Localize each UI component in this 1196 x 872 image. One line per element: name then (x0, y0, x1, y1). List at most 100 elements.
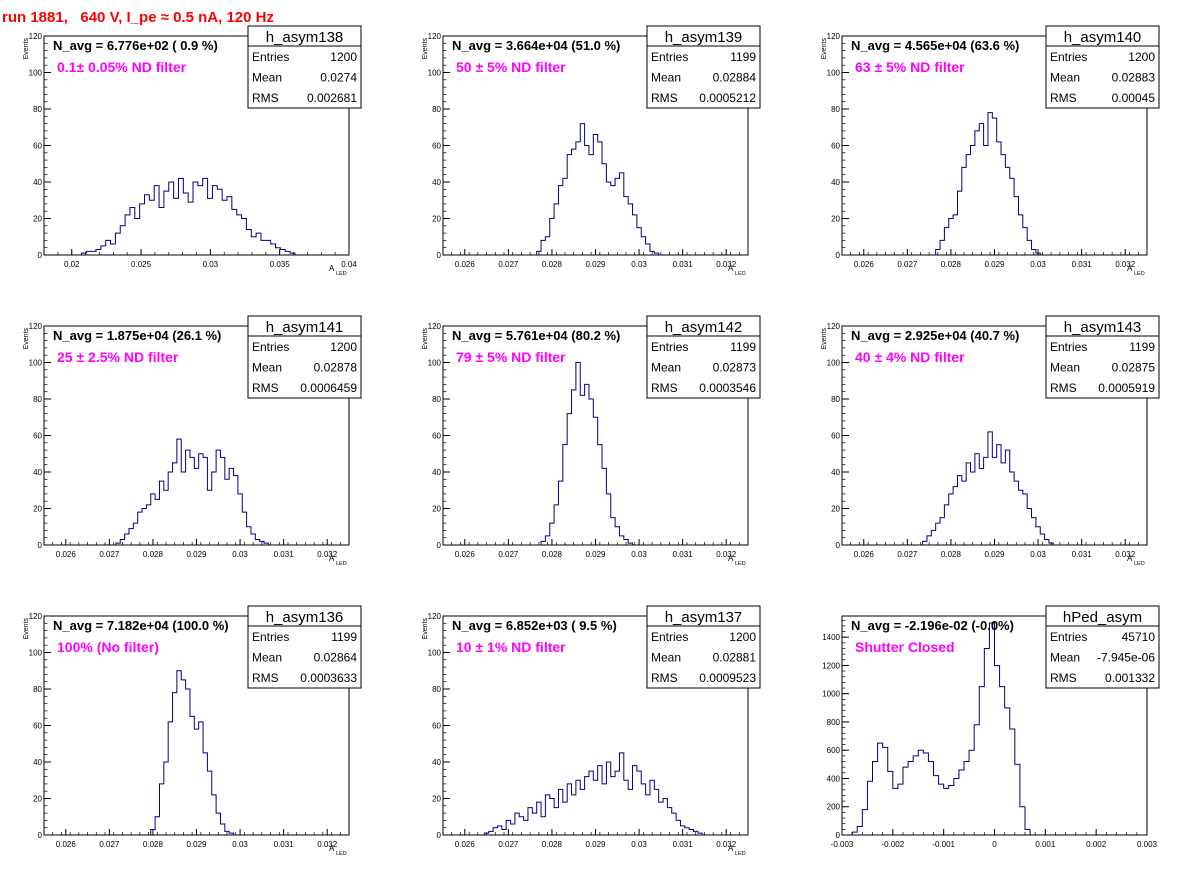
x-tick-label: 0.04 (341, 260, 357, 269)
y-tick-label: 100 (428, 359, 442, 368)
x-tick-label: 0.032 (1115, 550, 1136, 559)
x-tick-label: -0.002 (881, 840, 904, 849)
plot-title: N_avg = 2.925e+04 (40.7 %) (851, 328, 1019, 343)
histogram-line (80, 177, 296, 255)
x-tick-label: 0.027 (99, 840, 120, 849)
stat-value: 0.02881 (713, 651, 757, 665)
x-tick-label: 0.028 (143, 840, 164, 849)
x-tick-label: 0.03 (232, 840, 248, 849)
x-tick-label: 0.03 (232, 550, 248, 559)
plot-title: N_avg = 6.852e+03 ( 9.5 %) (452, 618, 617, 633)
x-tick-label: 0.029 (186, 550, 207, 559)
filter-annotation: 25 ± 2.5% ND filter (57, 349, 179, 365)
filter-annotation: 100% (No filter) (57, 639, 159, 655)
plot-title: N_avg = -2.196e-02 (-0.0%) (851, 618, 1014, 633)
stat-value: 1200 (729, 630, 756, 644)
y-tick-label: 60 (33, 142, 42, 151)
x-tick-label: 0.02 (64, 260, 80, 269)
y-tick-label: 1200 (822, 661, 840, 670)
y-tick-label: 400 (827, 774, 841, 783)
x-tick-label: 0.029 (984, 550, 1005, 559)
y-tick-label: 80 (432, 395, 441, 404)
x-tick-label: 0.032 (716, 260, 737, 269)
x-tick-label: 0.003 (1137, 840, 1158, 849)
x-axis-label: A (728, 554, 734, 563)
x-axis-label-subscript: LED (336, 851, 347, 857)
y-tick-label: 40 (33, 178, 42, 187)
y-tick-label: 120 (29, 612, 43, 621)
y-tick-label: 200 (827, 803, 841, 812)
filter-annotation: 79 ± 5% ND filter (456, 349, 566, 365)
x-tick-label: 0.026 (854, 550, 875, 559)
stat-label: RMS (252, 671, 279, 685)
histogram-name: h_asym137 (665, 609, 743, 626)
stat-label: Entries (651, 630, 688, 644)
stat-label: Mean (1050, 651, 1080, 665)
x-tick-label: 0.031 (274, 550, 295, 559)
y-tick-label: 60 (432, 432, 441, 441)
stat-value: 1199 (331, 630, 357, 644)
y-tick-label: 120 (428, 612, 442, 621)
stat-value: 0.02864 (314, 651, 358, 665)
x-tick-label: 0.029 (585, 260, 606, 269)
y-tick-label: 80 (831, 105, 840, 114)
stat-label: Mean (252, 361, 282, 375)
x-tick-label: 0.027 (99, 550, 120, 559)
stat-value: 0.0009523 (699, 671, 756, 685)
x-tick-label: 0.002 (1086, 840, 1107, 849)
filter-annotation: 40 ± 4% ND filter (855, 349, 965, 365)
y-tick-label: 600 (827, 746, 841, 755)
y-tick-label: 40 (33, 758, 42, 767)
y-tick-label: 100 (428, 69, 442, 78)
y-tick-label: 40 (831, 468, 840, 477)
y-axis-label: Events (23, 618, 30, 640)
filter-annotation: 10 ± 1% ND filter (456, 639, 566, 655)
plot-title: N_avg = 7.182e+04 (100.0 %) (53, 618, 229, 633)
stat-value: 0.02873 (713, 361, 757, 375)
x-axis-label-subscript: LED (735, 561, 746, 567)
x-tick-label: 0.027 (897, 260, 918, 269)
histogram-line (851, 622, 1031, 835)
stat-value: 1199 (730, 50, 756, 64)
x-tick-label: 0.027 (897, 550, 918, 559)
y-tick-label: 20 (33, 505, 42, 514)
x-axis-label: A (1127, 554, 1133, 563)
stat-value: 0.002681 (307, 91, 357, 105)
x-tick-label: 0.027 (498, 550, 519, 559)
stat-label: RMS (1050, 671, 1077, 685)
stats-box (247, 605, 362, 689)
histogram-name: h_asym141 (266, 319, 344, 336)
x-axis-label: A (329, 554, 335, 563)
y-tick-label: 1400 (822, 633, 840, 642)
histogram-line (935, 112, 1041, 255)
y-tick-label: 20 (432, 505, 441, 514)
stat-value: 0.02878 (314, 361, 358, 375)
x-tick-label: 0.026 (455, 260, 476, 269)
x-tick-label: 0.028 (143, 550, 164, 559)
stats-box (1045, 315, 1160, 399)
stat-value: 1200 (1128, 50, 1155, 64)
y-tick-label: 0 (836, 831, 841, 840)
histogram-line (115, 438, 269, 545)
x-tick-label: 0.028 (941, 550, 962, 559)
stat-label: Mean (651, 651, 681, 665)
x-tick-label: -0.003 (831, 840, 854, 849)
stat-label: Mean (252, 651, 282, 665)
stat-value: 0.0274 (320, 71, 357, 85)
stat-label: RMS (651, 381, 678, 395)
y-tick-label: 0 (437, 251, 442, 260)
stat-label: RMS (252, 381, 279, 395)
y-tick-label: 20 (432, 215, 441, 224)
y-tick-label: 100 (29, 69, 43, 78)
x-tick-label: 0.029 (186, 840, 207, 849)
stat-value: -7.945e-06 (1097, 651, 1155, 665)
y-tick-label: 60 (33, 432, 42, 441)
stat-value: 0.00045 (1112, 91, 1156, 105)
x-tick-label: 0.027 (498, 840, 519, 849)
x-tick-label: 0.03 (203, 260, 219, 269)
y-axis-label: Events (821, 38, 828, 60)
stat-value: 1200 (330, 50, 357, 64)
y-tick-label: 100 (827, 359, 841, 368)
y-tick-label: 120 (29, 322, 43, 331)
x-axis-label: A (728, 264, 734, 273)
